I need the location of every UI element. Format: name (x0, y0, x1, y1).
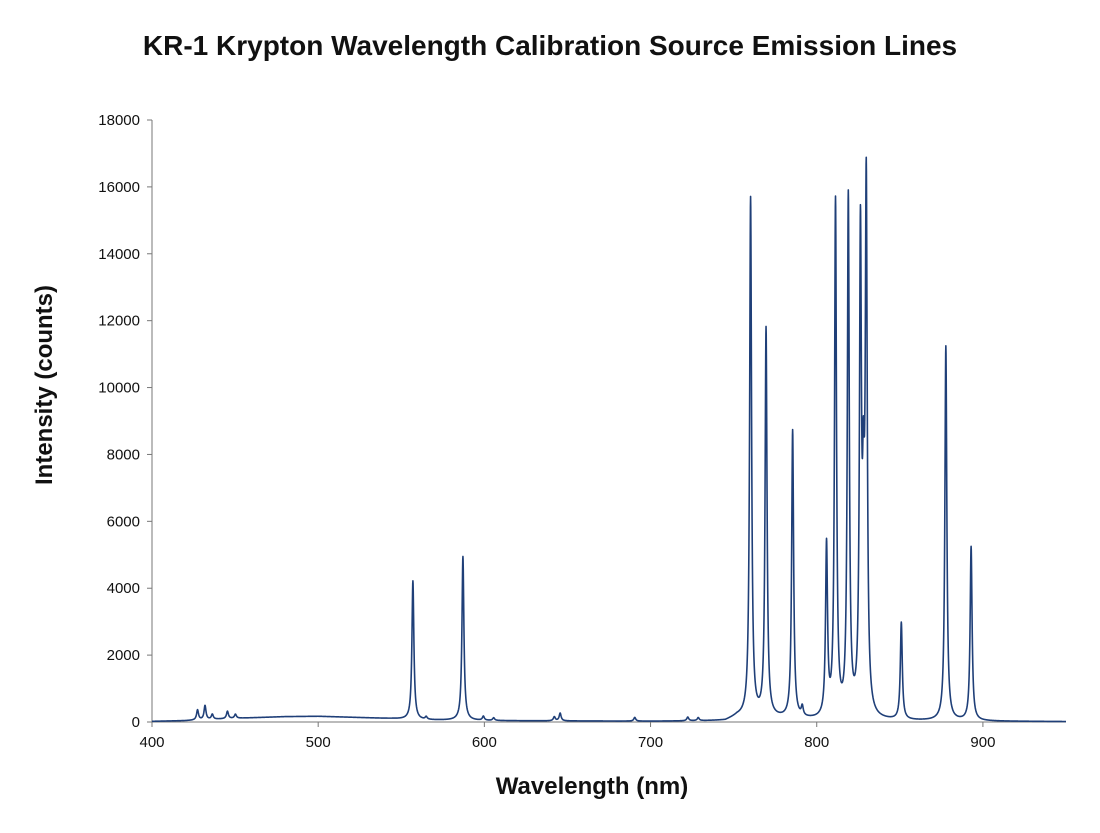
y-tick-label: 2000 (107, 647, 140, 664)
y-ticks: 0 2000 4000 6000 8000 10000 12000 14000 16000 180… (98, 112, 152, 731)
y-tick-label: 16000 (98, 179, 140, 196)
y-tick-label: 0 (132, 714, 140, 731)
x-tick-label: 400 (139, 734, 164, 751)
x-ticks: 400 500 600 700 800 900 (139, 722, 995, 751)
x-tick-label: 600 (472, 734, 497, 751)
chart-title: KR-1 Krypton Wavelength Calibration Sour… (142, 30, 958, 61)
y-tick-label: 12000 (98, 313, 140, 330)
x-axis-title: Wavelength (nm) (496, 773, 688, 800)
x-tick-label: 500 (306, 734, 331, 751)
x-tick-label: 800 (804, 734, 829, 751)
y-tick-label: 18000 (98, 112, 140, 129)
x-tick-label: 700 (638, 734, 663, 751)
y-axis-title: Intensity (counts) (31, 285, 58, 485)
y-tick-label: 8000 (107, 446, 140, 463)
y-tick-label: 6000 (107, 513, 140, 530)
y-tick-label: 4000 (107, 580, 140, 597)
y-tick-label: 10000 (98, 380, 140, 397)
y-tick-label: 14000 (98, 246, 140, 263)
axes (151, 120, 1066, 723)
x-tick-label: 900 (970, 734, 995, 751)
spectrum-line (151, 156, 1067, 723)
